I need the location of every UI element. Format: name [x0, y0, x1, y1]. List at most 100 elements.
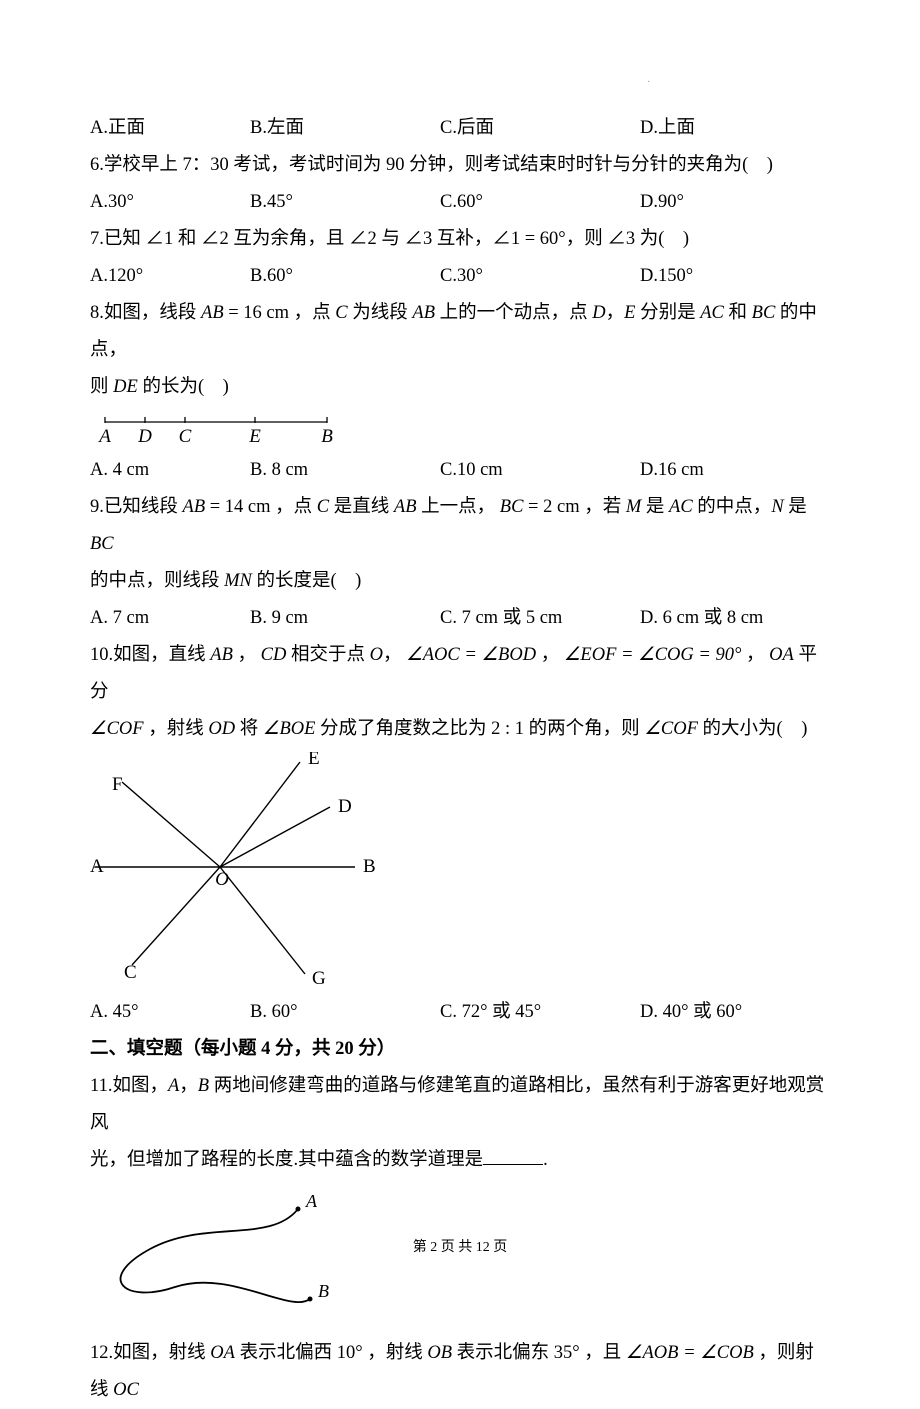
q10-ab: AB — [210, 645, 233, 665]
q12-eq: ∠AOB = ∠COB — [626, 1343, 754, 1363]
q12-oa: OA — [210, 1343, 235, 1363]
q8-e: E — [624, 303, 635, 323]
q9-t9: 的中点，则线段 — [90, 571, 224, 591]
svg-text:C: C — [179, 426, 192, 447]
q7-opt-a: A.120° — [90, 258, 250, 295]
q8-d: D — [592, 303, 605, 323]
q11-blank — [483, 1147, 543, 1165]
q11-t1: 11.如图， — [90, 1076, 168, 1096]
q10-t1: 10.如图，直线 — [90, 645, 210, 665]
q9-opt-a: A. 7 cm — [90, 600, 250, 637]
q10-t2: ， — [233, 645, 261, 665]
q8-t1: 8.如图，线段 — [90, 303, 201, 323]
q7-text: 7.已知 ∠1 和 ∠2 互为余角，且 ∠2 与 ∠3 互补，∠1 = 60°，… — [90, 221, 830, 258]
q10-options: A. 45° B. 60° C. 72° 或 45° D. 40° 或 60° — [90, 994, 830, 1031]
svg-text:A: A — [305, 1191, 318, 1211]
svg-text:E: E — [248, 426, 261, 447]
q11-line1: 11.如图，A，B 两地间修建弯曲的道路与修建笔直的道路相比，虽然有利于游客更好… — [90, 1068, 830, 1142]
q10-eq1: ∠AOC = ∠BOD — [406, 645, 536, 665]
svg-text:G: G — [312, 968, 326, 989]
q10-t9: 将 — [235, 719, 263, 739]
q8-t9: 则 — [90, 377, 113, 397]
svg-text:O: O — [215, 869, 229, 890]
svg-text:B: B — [363, 856, 376, 877]
q6-opt-c: C.60° — [440, 184, 640, 221]
q11-t5: . — [543, 1150, 548, 1170]
q9-t6: 是 — [641, 497, 669, 517]
q5-opt-b: B.左面 — [250, 110, 440, 147]
q8-ab: AB — [201, 303, 224, 323]
q9-t8: 是 — [784, 497, 807, 517]
q10-t8: ，射线 — [144, 719, 209, 739]
svg-text:D: D — [338, 796, 352, 817]
q6-opt-b: B.45° — [250, 184, 440, 221]
q10-t6: ， — [741, 645, 769, 665]
q12-t2: 表示北偏西 10° ，射线 — [235, 1343, 427, 1363]
q9-t1: 9.已知线段 — [90, 497, 183, 517]
q9-bc2: BC — [90, 534, 114, 554]
q10-eq2: ∠EOF = ∠COG = 90° — [564, 645, 742, 665]
q8-t3: 为线段 — [348, 303, 413, 323]
q10-line1: 10.如图，直线 AB ， CD 相交于点 O， ∠AOC = ∠BOD ， ∠… — [90, 637, 830, 711]
svg-text:B: B — [318, 1281, 329, 1301]
q10-opt-a: A. 45° — [90, 994, 250, 1031]
q9-t3: 是直线 — [329, 497, 394, 517]
page-footer: 第 2 页 共 12 页 — [0, 1234, 920, 1262]
q10-t11: 的大小为( ) — [698, 719, 807, 739]
q7-opt-b: B.60° — [250, 258, 440, 295]
q6-text: 6.学校早上 7：30 考试，考试时间为 90 分钟，则考试结束时时针与分针的夹… — [90, 147, 830, 184]
q10-t4: ， — [383, 645, 406, 665]
q9-t4: 上一点， — [417, 497, 500, 517]
q9-line2: 的中点，则线段 MN 的长度是( ) — [90, 563, 830, 600]
q9-t5: = 2 cm ，若 — [523, 497, 625, 517]
footer-prefix: 第 — [413, 1240, 431, 1255]
q9-m: M — [626, 497, 641, 517]
q8-t2: = 16 cm ，点 — [224, 303, 336, 323]
q9-c: C — [317, 497, 329, 517]
q8-figure: ADCEB — [90, 410, 830, 450]
q9-t10: 的长度是( ) — [252, 571, 361, 591]
q8-t7: 和 — [724, 303, 752, 323]
q5-opt-a: A.正面 — [90, 110, 250, 147]
svg-text:C: C — [124, 962, 137, 983]
q8-t4: 上的一个动点，点 — [435, 303, 592, 323]
q11-line2: 光，但增加了路程的长度.其中蕴含的数学道理是. — [90, 1142, 830, 1179]
svg-text:A: A — [90, 856, 104, 877]
q8-c: C — [335, 303, 347, 323]
svg-text:D: D — [137, 426, 152, 447]
q8-t10: 的长为( ) — [138, 377, 229, 397]
q8-options: A. 4 cm B. 8 cm C.10 cm D.16 cm — [90, 452, 830, 489]
q9-opt-c: C. 7 cm 或 5 cm — [440, 600, 640, 637]
q10-t3: 相交于点 — [286, 645, 369, 665]
q8-line1: 8.如图，线段 AB = 16 cm ，点 C 为线段 AB 上的一个动点，点 … — [90, 295, 830, 369]
q9-ab: AB — [183, 497, 206, 517]
q8-t5: ， — [606, 303, 625, 323]
q7-opt-c: C.30° — [440, 258, 640, 295]
q10-cof2: ∠COF — [644, 719, 698, 739]
q12-line1: 12.如图，射线 OA 表示北偏西 10° ，射线 OB 表示北偏东 35° ，… — [90, 1335, 830, 1409]
q12-oc: OC — [113, 1380, 139, 1400]
q9-ac: AC — [669, 497, 693, 517]
q9-ab2: AB — [394, 497, 417, 517]
q10-figure: EFDABCGO — [90, 752, 830, 992]
q9-mn: MN — [224, 571, 252, 591]
q10-opt-d: D. 40° 或 60° — [640, 994, 742, 1031]
q7-opt-d: D.150° — [640, 258, 693, 295]
q5-opt-c: C.后面 — [440, 110, 640, 147]
q8-opt-a: A. 4 cm — [90, 452, 250, 489]
footer-suffix: 页 — [490, 1240, 508, 1255]
svg-text:B: B — [321, 426, 333, 447]
q9-n: N — [771, 497, 783, 517]
q12-t3: 表示北偏东 35° ，且 — [452, 1343, 626, 1363]
q12-ob: OB — [427, 1343, 452, 1363]
q9-options: A. 7 cm B. 9 cm C. 7 cm 或 5 cm D. 6 cm 或… — [90, 600, 830, 637]
q10-t10: 分成了角度数之比为 2 : 1 的两个角，则 — [315, 719, 644, 739]
svg-text:A: A — [97, 426, 111, 447]
q5-opt-d: D.上面 — [640, 110, 695, 147]
q6-opt-d: D.90° — [640, 184, 684, 221]
q8-opt-b: B. 8 cm — [250, 452, 440, 489]
q10-opt-b: B. 60° — [250, 994, 440, 1031]
q9-bc: BC — [500, 497, 524, 517]
q9-opt-d: D. 6 cm 或 8 cm — [640, 600, 763, 637]
page-ornament: . — [648, 70, 651, 90]
